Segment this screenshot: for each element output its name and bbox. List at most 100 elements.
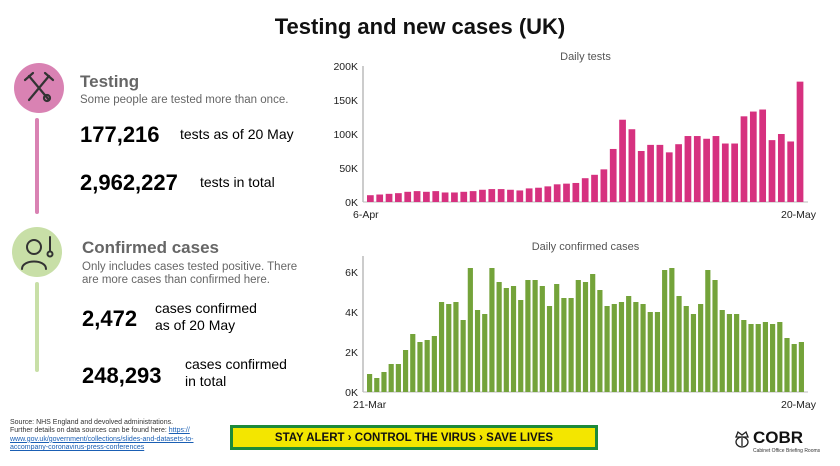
bar [590, 274, 596, 392]
bar [451, 192, 458, 202]
bar [402, 350, 409, 392]
bar [496, 282, 502, 392]
bar [731, 143, 739, 202]
source-link-part1[interactable]: https:// [168, 427, 190, 435]
bar [609, 148, 617, 202]
bar [777, 134, 785, 202]
source-link-part2[interactable]: www.gov.uk/government/collections/slides… [10, 435, 194, 443]
test-tube-icon [23, 71, 55, 103]
testing-stat2-value: 2,962,227 [80, 170, 178, 195]
bar [784, 338, 790, 392]
bar [404, 191, 412, 202]
bar [591, 174, 598, 202]
bar [469, 191, 477, 202]
y-tick-label: 0K [345, 197, 358, 209]
cases-stat1-value: 2,472 [82, 306, 138, 331]
bar [647, 312, 653, 392]
bar [683, 306, 689, 392]
bar [438, 302, 445, 392]
bar [546, 306, 553, 392]
y-tick-label: 50K [339, 163, 358, 175]
bar [460, 320, 466, 392]
bar [654, 312, 661, 392]
bar [572, 182, 580, 202]
page-title: Testing and new cases (UK) [274, 14, 566, 39]
bar [525, 188, 533, 202]
bar [626, 296, 632, 392]
y-tick-label: 150K [333, 95, 358, 107]
bar [741, 320, 747, 392]
bar [665, 152, 673, 202]
bar [684, 136, 692, 202]
cases-stat1-label-line2: as of 20 May [155, 317, 236, 333]
bar [488, 189, 496, 202]
stay-alert-banner: STAY ALERT › CONTROL THE VIRUS › SAVE LI… [230, 425, 598, 450]
bar [611, 304, 617, 392]
testing-divider-line [35, 118, 39, 214]
bar [787, 141, 795, 202]
cobr-logo-subtext: Cabinet Office Briefing Rooms [753, 448, 821, 454]
bar [597, 290, 603, 392]
source-note: Source: NHS England and devolved adminis… [10, 419, 210, 453]
bar [582, 282, 589, 392]
bar [367, 195, 374, 202]
bar [518, 300, 524, 392]
bar [516, 190, 524, 202]
y-tick-label: 2K [345, 347, 358, 359]
bar [479, 189, 486, 202]
bar [640, 304, 646, 392]
x-start-label: 6-Apr [353, 209, 379, 221]
cases-stat2-value: 248,293 [82, 363, 162, 388]
cases-stat2-label-line1: cases confirmed [185, 356, 287, 372]
bar [721, 143, 729, 202]
bar [604, 306, 610, 392]
bar [619, 119, 626, 202]
testing-subtitle: Some people are tested more than once. [80, 94, 289, 106]
bar [669, 268, 675, 392]
bar [374, 378, 380, 392]
x-end-label: 20-May [781, 399, 817, 411]
bar [395, 193, 402, 202]
bar [734, 314, 740, 392]
testing-heading: Testing [80, 72, 140, 91]
testing-icon-circle [14, 63, 64, 113]
chart-title: Daily tests [560, 51, 611, 63]
source-link-part3[interactable]: accompany-coronavirus-press-conferences [10, 444, 145, 452]
bar [441, 192, 449, 202]
daily-cases-chart: Daily confirmed cases 0K 2K 4K 6K 21-Mar 20-Ma… [345, 241, 817, 411]
bar [563, 183, 570, 202]
bar [693, 136, 701, 202]
bar [798, 342, 804, 392]
bar [796, 81, 804, 202]
bar [698, 304, 704, 392]
bar [762, 322, 769, 392]
bar [510, 286, 517, 392]
bar [535, 187, 542, 202]
bar [568, 298, 574, 392]
bar [618, 302, 625, 392]
bar [525, 280, 531, 392]
bar [431, 336, 437, 392]
bar [749, 111, 757, 202]
bar [561, 298, 567, 392]
bar [413, 191, 421, 202]
bar [453, 302, 459, 392]
bar [367, 374, 373, 392]
bar [497, 189, 505, 202]
cases-stat2-label-line2: in total [185, 373, 227, 389]
testing-stat1-label: tests as of 20 May [180, 126, 294, 142]
bar [376, 194, 384, 202]
bar [544, 186, 552, 202]
bar [417, 342, 423, 392]
bar [690, 314, 697, 392]
bar [446, 304, 452, 392]
bar [575, 280, 581, 392]
bar [539, 286, 545, 392]
cobr-logo-text: COBR [753, 428, 804, 447]
x-start-label: 21-Mar [353, 399, 387, 411]
cases-heading: Confirmed cases [82, 238, 219, 257]
bar [532, 280, 538, 392]
bar [662, 270, 668, 392]
bar [712, 136, 720, 202]
bar [467, 268, 473, 392]
